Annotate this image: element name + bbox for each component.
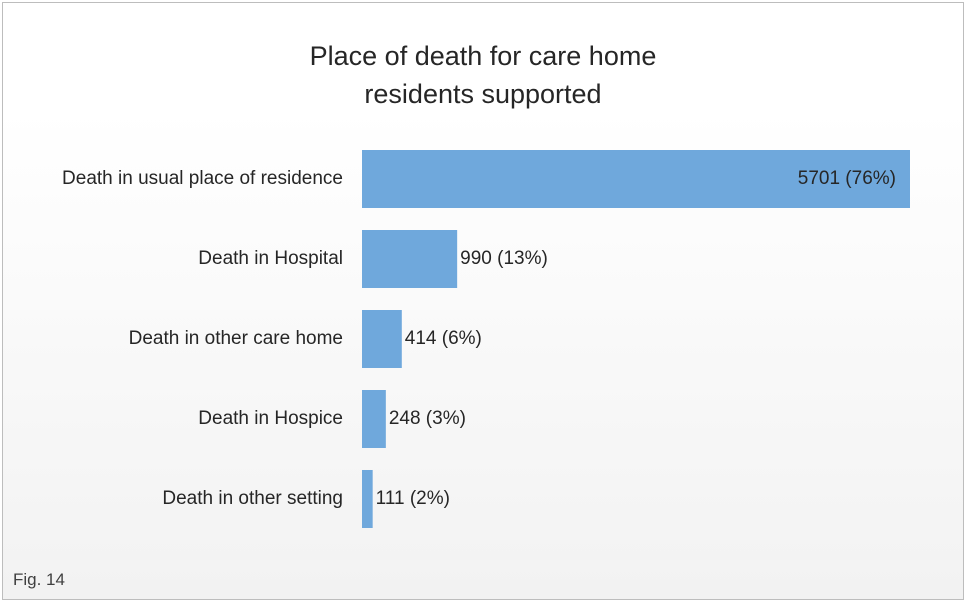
figure-label: Fig. 14: [13, 570, 65, 589]
bar-5: [362, 470, 373, 528]
bar-4: [362, 390, 386, 448]
category-label-4: Death in Hospice: [198, 408, 343, 429]
category-label-5: Death in other setting: [162, 488, 343, 509]
bar-1: [362, 150, 910, 208]
data-label-5: 111 (2%): [376, 488, 450, 509]
category-label-3: Death in other care home: [129, 328, 343, 349]
chart-title: Place of death for care home residents s…: [309, 41, 657, 109]
category-label-2: Death in Hospital: [198, 248, 343, 269]
bar-3: [362, 310, 402, 368]
data-label-3: 414 (6%): [405, 328, 482, 349]
bar-chart: Death in usual place of residence 5701 (7…: [62, 150, 910, 528]
category-label-1: Death in usual place of residence: [62, 168, 343, 189]
data-label-1: 5701 (76%): [798, 168, 896, 189]
bar-2: [362, 230, 458, 288]
data-label-2: 990 (13%): [460, 248, 548, 269]
data-label-4: 248 (3%): [389, 408, 466, 429]
